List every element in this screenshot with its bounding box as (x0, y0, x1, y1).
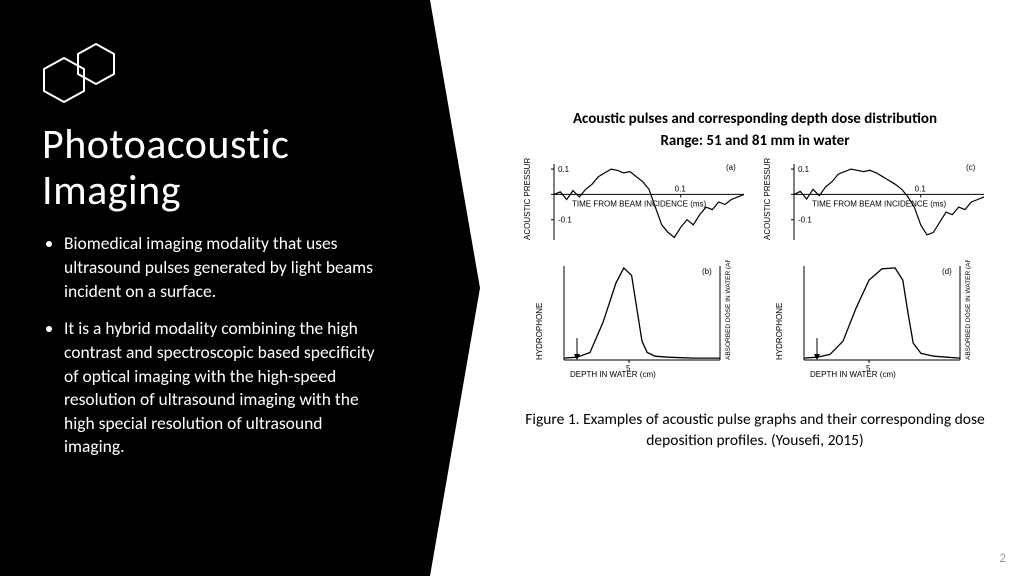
figure-plots: -0.1 0.1 0.1 (a) ACOUSTIC PRESSURE (Pa) TI… (510, 158, 1000, 380)
svg-text:DEPTH IN WATER (cm): DEPTH IN WATER (cm) (810, 370, 896, 379)
slide: Photoacoustic Imaging Biomedical imaging… (0, 0, 1024, 576)
svg-text:ACOUSTIC PRESSURE (Pa): ACOUSTIC PRESSURE (Pa) (523, 158, 532, 240)
svg-text:0.1: 0.1 (798, 165, 810, 174)
left-panel: Photoacoustic Imaging Biomedical imaging… (0, 0, 480, 576)
svg-text:ABSORBED DOSE IN WATER (ARBITR: ABSORBED DOSE IN WATER (ARBITRARY UNIT) (725, 260, 732, 360)
bullet-list: Biomedical imaging modality that uses ul… (64, 232, 384, 459)
hexagon-icon (36, 34, 136, 106)
svg-text:(a): (a) (726, 163, 736, 172)
svg-text:HYDROPHONE: HYDROPHONE (535, 303, 544, 360)
slide-title: Photoacoustic Imaging (42, 122, 420, 214)
figure-title-line2: Range: 51 and 81 mm in water (510, 132, 1000, 150)
svg-text:-0.1: -0.1 (798, 216, 812, 225)
svg-text:0.1: 0.1 (558, 165, 570, 174)
figure-column: -0.1 0.1 0.1 (c) ACOUSTIC PRESSURE (Pa) TI… (760, 158, 990, 380)
figure-column: -0.1 0.1 0.1 (a) ACOUSTIC PRESSURE (Pa) TI… (520, 158, 750, 380)
svg-text:DEPTH IN WATER (cm): DEPTH IN WATER (cm) (570, 370, 656, 379)
svg-text:0.1: 0.1 (675, 184, 687, 193)
bullet-item: It is a hybrid modality combining the hi… (64, 317, 384, 459)
pulse-plot: -0.1 0.1 0.1 (a) ACOUSTIC PRESSURE (Pa) TI… (520, 158, 750, 258)
figure-title-line1: Acoustic pulses and corresponding depth … (510, 110, 1000, 128)
svg-text:-0.1: -0.1 (558, 216, 572, 225)
page-number: 2 (999, 551, 1006, 566)
svg-text:(d): (d) (942, 267, 952, 276)
svg-text:TIME FROM BEAM INCIDENCE (ms): TIME FROM BEAM INCIDENCE (ms) (812, 199, 947, 208)
svg-text:(c): (c) (966, 163, 976, 172)
figure-caption: Figure 1. Examples of acoustic pulse gra… (510, 410, 1000, 452)
svg-text:0.1: 0.1 (915, 184, 927, 193)
right-panel: Acoustic pulses and corresponding depth … (500, 0, 1010, 576)
svg-text:(b): (b) (702, 267, 712, 276)
svg-text:HYDROPHONE: HYDROPHONE (775, 303, 784, 360)
svg-text:ACOUSTIC PRESSURE (Pa): ACOUSTIC PRESSURE (Pa) (763, 158, 772, 240)
svg-text:ABSORBED DOSE IN WATER (ARBITR: ABSORBED DOSE IN WATER (ARBITRARY UNIT) (965, 260, 972, 360)
dose-plot: 5 (b) HYDROPHONE ABSORBED DOSE IN WATER … (520, 260, 750, 380)
figure-block: Acoustic pulses and corresponding depth … (510, 110, 1000, 380)
svg-text:TIME FROM BEAM INCIDENCE (ms): TIME FROM BEAM INCIDENCE (ms) (572, 199, 707, 208)
bullet-item: Biomedical imaging modality that uses ul… (64, 232, 384, 303)
dose-plot: 5 (d) HYDROPHONE ABSORBED DOSE IN WATER … (760, 260, 990, 380)
pulse-plot: -0.1 0.1 0.1 (c) ACOUSTIC PRESSURE (Pa) TI… (760, 158, 990, 258)
